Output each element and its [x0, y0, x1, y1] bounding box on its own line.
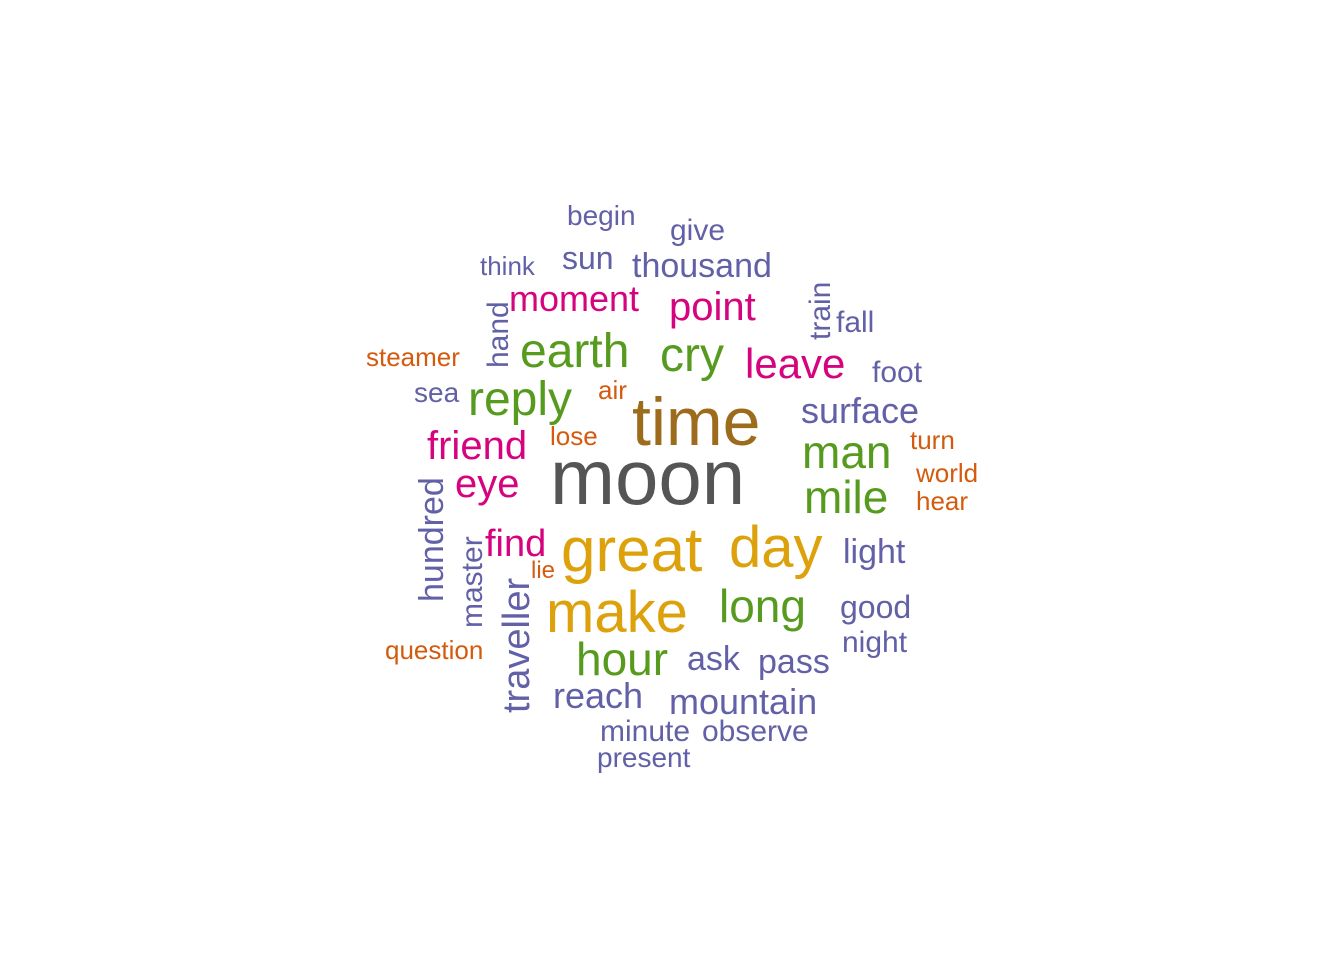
word-moon: moon	[550, 433, 745, 521]
word-present: present	[597, 742, 691, 773]
word-time: time	[632, 384, 760, 460]
word-traveller: traveller	[496, 578, 538, 713]
word-surface: surface	[801, 390, 919, 431]
word-steamer: steamer	[366, 342, 460, 372]
word-moment: moment	[509, 278, 639, 319]
word-foot: foot	[872, 356, 923, 389]
word-begin: begin	[567, 200, 636, 231]
word-cry: cry	[660, 329, 724, 382]
word-pass: pass	[758, 643, 830, 681]
word-eye: eye	[455, 462, 520, 506]
word-point: point	[669, 285, 756, 329]
word-long: long	[719, 580, 806, 632]
word-mile: mile	[804, 471, 888, 523]
word-day: day	[729, 515, 823, 580]
word-friend: friend	[427, 424, 527, 468]
word-train: train	[804, 282, 837, 340]
word-thousand: thousand	[632, 247, 772, 285]
word-good: good	[840, 589, 911, 625]
word-mountain: mountain	[669, 681, 817, 722]
word-make: make	[546, 580, 688, 645]
word-find: find	[485, 523, 546, 565]
word-hear: hear	[916, 486, 968, 516]
word-master: master	[456, 536, 489, 628]
word-earth: earth	[520, 325, 629, 378]
word-lose: lose	[550, 421, 598, 451]
word-reply: reply	[468, 373, 572, 426]
word-minute: minute	[600, 715, 690, 748]
word-night: night	[842, 626, 908, 659]
word-sun: sun	[562, 240, 614, 276]
word-hour: hour	[576, 633, 668, 685]
word-observe: observe	[702, 715, 809, 748]
word-reach: reach	[553, 675, 643, 716]
word-ask: ask	[687, 640, 741, 678]
word-fall: fall	[836, 306, 874, 339]
word-hand: hand	[482, 301, 515, 368]
word-great: great	[561, 516, 702, 585]
word-hundred: hundred	[413, 477, 451, 602]
word-air: air	[598, 375, 627, 405]
word-give: give	[670, 214, 725, 247]
word-lie: lie	[531, 557, 555, 584]
word-sea: sea	[414, 377, 460, 408]
word-turn: turn	[910, 425, 955, 455]
word-world: world	[915, 458, 978, 488]
word-question: question	[385, 635, 483, 665]
word-think: think	[480, 251, 536, 281]
word-leave: leave	[745, 340, 845, 387]
word-man: man	[802, 426, 891, 478]
word-light: light	[843, 533, 906, 571]
